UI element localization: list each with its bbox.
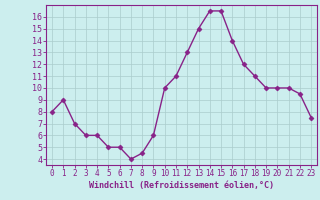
X-axis label: Windchill (Refroidissement éolien,°C): Windchill (Refroidissement éolien,°C) — [89, 181, 274, 190]
